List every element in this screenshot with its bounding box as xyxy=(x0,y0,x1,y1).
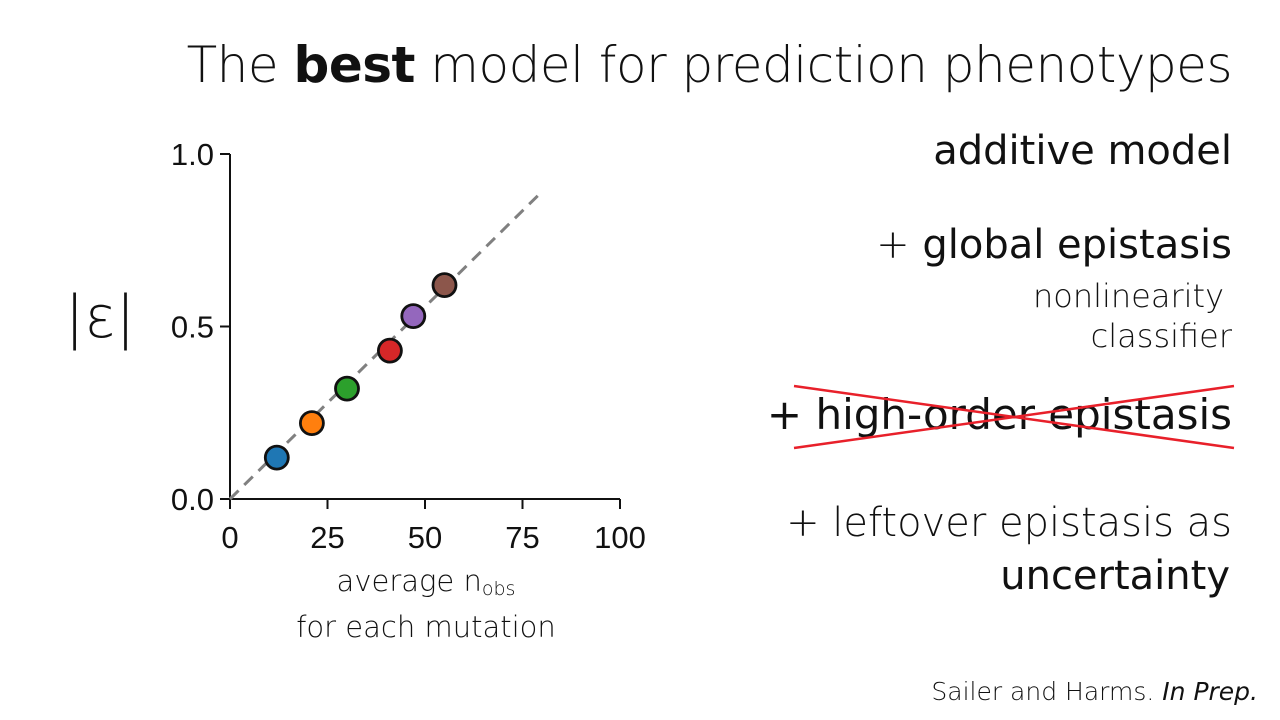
data-point xyxy=(376,337,403,364)
x-tick-label: 75 xyxy=(505,520,539,555)
x-axis-label-main: average n xyxy=(336,564,482,598)
citation-authors: Sailer and Harms. xyxy=(931,677,1163,706)
title-suffix: model for prediction phenotypes xyxy=(414,36,1232,94)
x-tick-label: 50 xyxy=(408,520,442,555)
y-tick-label: 1.0 xyxy=(171,137,214,172)
x-tick-label: 25 xyxy=(310,520,344,555)
y-axis-label: |ε| xyxy=(65,283,135,351)
data-point xyxy=(298,410,325,437)
x-axis-label-line2: for each mutation xyxy=(296,610,556,644)
trend-line-group xyxy=(228,194,540,501)
high-order-epistasis-crossed: + high-order epistasis xyxy=(767,382,1242,454)
cross-out-mark xyxy=(793,384,1235,450)
trend-line xyxy=(228,194,540,501)
scatter-chart: 0 25 50 75 100 0.0 0.5 1.0 |ε| xyxy=(65,137,646,555)
leftover-epistasis-text: + leftover epistasis as xyxy=(786,500,1232,546)
uncertainty-text: uncertainty xyxy=(1000,553,1230,599)
axes: 0 25 50 75 100 0.0 0.5 1.0 xyxy=(171,137,646,555)
x-tick-label: 100 xyxy=(594,520,646,555)
citation: Sailer and Harms. In Prep. xyxy=(931,677,1258,706)
data-points xyxy=(263,272,458,471)
additive-model-text: additive model xyxy=(933,128,1232,174)
data-point xyxy=(334,375,360,402)
x-axis-label: average nobs for each mutation xyxy=(230,562,622,646)
y-tick-label: 0.0 xyxy=(171,482,214,517)
title-prefix: The xyxy=(186,36,294,94)
data-point xyxy=(400,303,427,330)
x-axis-label-subscript: obs xyxy=(481,578,516,600)
nonlinearity-text: nonlinearity xyxy=(1032,277,1224,315)
data-point xyxy=(263,444,290,471)
y-tick-label: 0.5 xyxy=(171,310,214,345)
citation-venue: In Prep. xyxy=(1162,677,1258,706)
global-prefix: + xyxy=(876,222,923,268)
title-emphasis: best xyxy=(293,36,416,94)
data-point xyxy=(431,272,458,299)
cross-out-line-2 xyxy=(793,384,1235,450)
global-label: global epistasis xyxy=(922,222,1232,268)
x-tick-label: 0 xyxy=(221,520,238,555)
classifier-text: classifier xyxy=(1090,317,1232,355)
slide-title: The best model for prediction phenotypes xyxy=(186,36,1233,94)
global-epistasis-text: + global epistasis xyxy=(876,222,1232,268)
